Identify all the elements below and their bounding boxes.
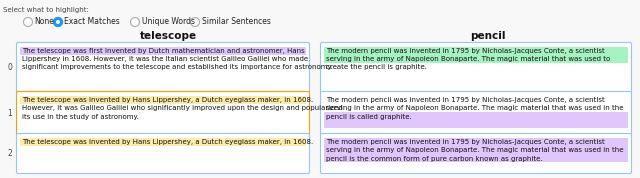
FancyBboxPatch shape <box>20 46 306 54</box>
Circle shape <box>191 17 200 27</box>
Text: 0: 0 <box>8 63 12 72</box>
Text: The telescope was invented by Hans Lippershey, a Dutch eyeglass maker, in 1608.: The telescope was invented by Hans Lippe… <box>22 139 313 145</box>
Text: None: None <box>35 17 54 27</box>
Text: The modern pencil was invented in 1795 by Nicholas-Jacques Conte, a scientist
se: The modern pencil was invented in 1795 b… <box>326 139 623 161</box>
Text: The telescope was first invented by Dutch mathematician and astronomer, Hans
Lip: The telescope was first invented by Dutc… <box>22 48 333 70</box>
Circle shape <box>56 20 60 24</box>
Text: Select what to highlight:: Select what to highlight: <box>3 7 89 13</box>
Text: telescope: telescope <box>140 31 196 41</box>
Text: The telescope was invented by Hans Lippershey, a Dutch eyeglass maker, in 1608.
: The telescope was invented by Hans Lippe… <box>22 97 342 119</box>
Text: 2: 2 <box>8 149 12 158</box>
FancyBboxPatch shape <box>17 134 310 174</box>
Circle shape <box>24 17 33 27</box>
Text: The modern pencil was invented in 1795 by Nicholas-Jacques Conte, a scientist
se: The modern pencil was invented in 1795 b… <box>326 97 623 119</box>
FancyBboxPatch shape <box>321 91 632 135</box>
Text: Unique Words: Unique Words <box>141 17 195 27</box>
Text: The modern pencil was invented in 1795 by Nicholas-Jacques Conte, a scientist
se: The modern pencil was invented in 1795 b… <box>326 48 611 70</box>
FancyBboxPatch shape <box>20 137 306 145</box>
FancyBboxPatch shape <box>17 43 310 93</box>
Text: Similar Sentences: Similar Sentences <box>202 17 270 27</box>
FancyBboxPatch shape <box>324 137 628 161</box>
Text: pencil: pencil <box>470 31 506 41</box>
Text: Exact Matches: Exact Matches <box>65 17 120 27</box>
FancyBboxPatch shape <box>324 111 628 127</box>
Circle shape <box>131 17 140 27</box>
FancyBboxPatch shape <box>17 91 310 135</box>
FancyBboxPatch shape <box>321 134 632 174</box>
FancyBboxPatch shape <box>324 46 628 62</box>
Text: 1: 1 <box>8 109 12 117</box>
FancyBboxPatch shape <box>321 43 632 93</box>
Circle shape <box>54 17 63 27</box>
FancyBboxPatch shape <box>20 96 306 103</box>
